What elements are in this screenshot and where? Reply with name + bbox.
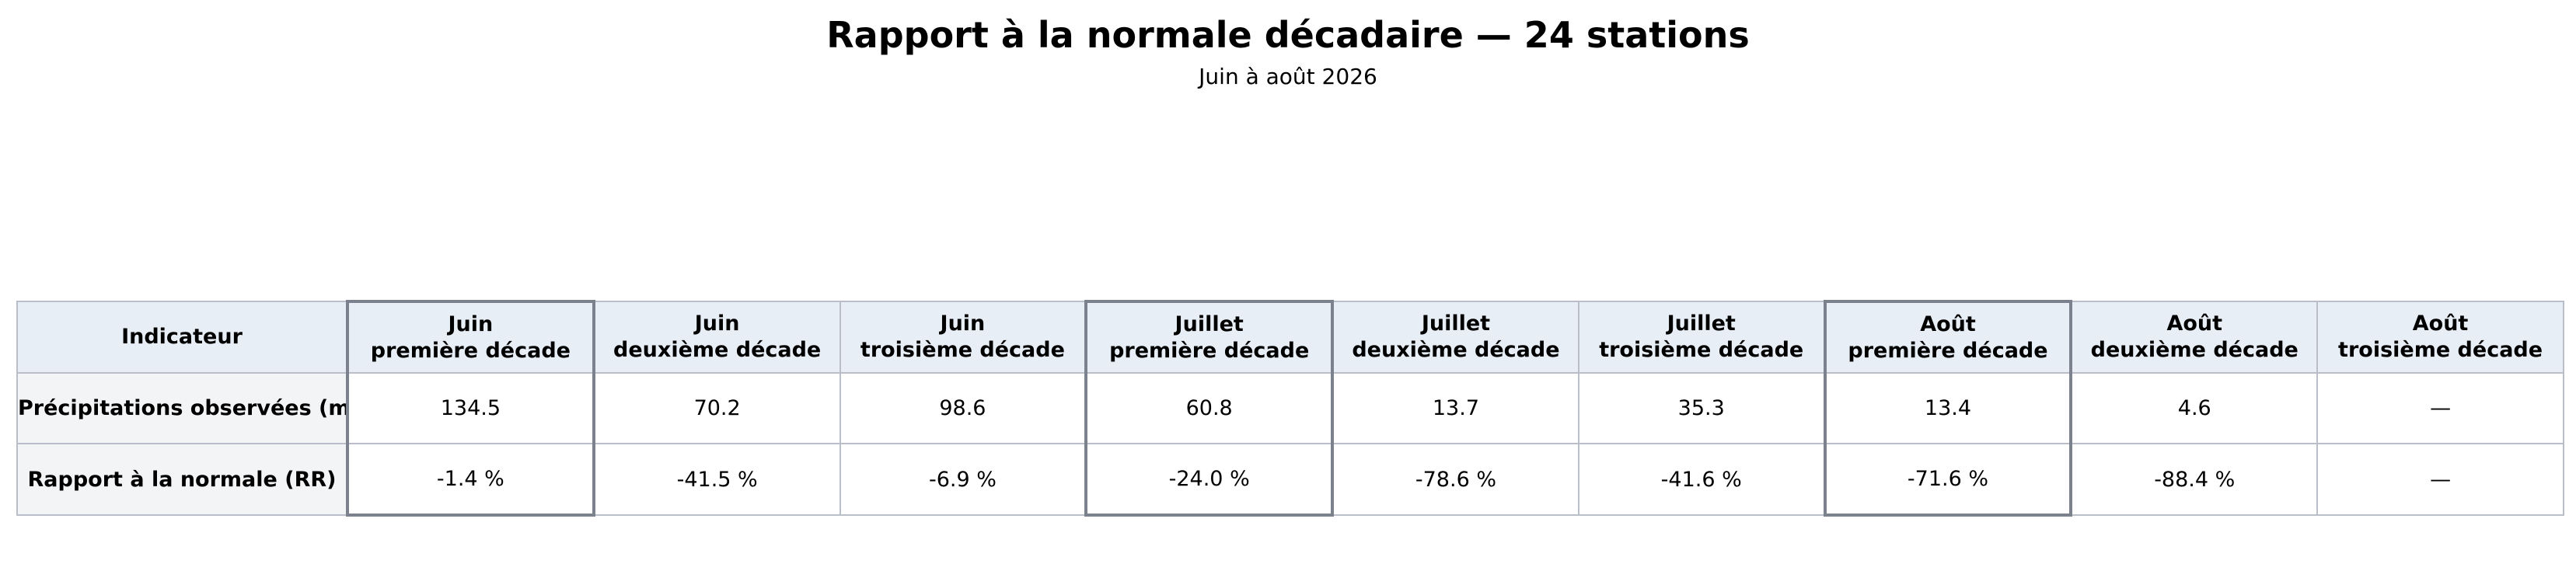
column-header: Juillet troisième décade (1577, 301, 1826, 374)
table-row: Rapport à la normale (RR) -1.4 % -41.5 % -6… (16, 443, 2564, 517)
month: Juin (694, 312, 740, 336)
column-header: Août troisième décade (2316, 301, 2564, 374)
cell: -71.6 % (1823, 443, 2073, 517)
decade: première décade (1109, 338, 1310, 363)
decade: première décade (1848, 338, 2048, 363)
column-header: Août deuxième décade (2070, 301, 2319, 374)
decade: deuxième décade (613, 338, 822, 362)
table-row: Précipitations observées (mm) 134.5 70.2 98… (16, 372, 2564, 444)
subtitle: Juin à août 2026 (1199, 64, 1377, 89)
row-label: Précipitations observées (mm) (16, 372, 348, 444)
cell: -88.4 % (2070, 443, 2319, 516)
cell: -78.6 % (1332, 443, 1579, 516)
decade: deuxième décade (2090, 338, 2299, 362)
cell: -41.6 % (1577, 443, 1826, 516)
cell: -24.0 % (1084, 443, 1335, 517)
cell: 13.7 (1332, 372, 1579, 444)
column-header: Août première décade (1823, 300, 2073, 374)
cell: 4.6 (2070, 372, 2319, 444)
cell: — (2316, 372, 2564, 444)
column-header: Juin deuxième décade (592, 301, 841, 374)
cell: 134.5 (346, 372, 595, 444)
decade: troisième décade (860, 338, 1065, 362)
corner-cell: Indicateur (16, 301, 348, 374)
cell: — (2316, 443, 2564, 516)
cell: 60.8 (1084, 372, 1335, 444)
month: Août (2412, 312, 2469, 336)
cell: 13.4 (1823, 372, 2073, 444)
column-header: Juin première décade (346, 300, 595, 374)
cell: 70.2 (592, 372, 841, 444)
month: Juillet (1667, 312, 1736, 336)
month: Juillet (1421, 312, 1491, 336)
title: Rapport à la normale décadaire — 24 stat… (826, 14, 1750, 56)
cell: -41.5 % (592, 443, 841, 516)
month: Août (2166, 312, 2223, 336)
column-header: Juillet première décade (1084, 300, 1335, 374)
column-header: Juillet deuxième décade (1332, 301, 1579, 374)
month: Juillet (1175, 312, 1244, 336)
decade: troisième décade (2338, 338, 2543, 362)
row-label: Rapport à la normale (RR) (16, 443, 348, 516)
decade: deuxième décade (1352, 338, 1560, 362)
cell: -6.9 % (839, 443, 1087, 516)
decade: troisième décade (1599, 338, 1804, 362)
cell: 35.3 (1577, 372, 1826, 444)
cell: 98.6 (839, 372, 1087, 444)
month: Juin (448, 312, 494, 336)
month: Août (1920, 312, 1976, 336)
column-header: Juin troisième décade (839, 301, 1087, 374)
cell: -1.4 % (346, 443, 595, 517)
data-table: Indicateur Juin première décade Juin deuxièm… (16, 300, 2564, 517)
month: Juin (940, 312, 986, 336)
decade: première décade (370, 338, 571, 363)
header-row: Indicateur Juin première décade Juin deuxièm… (16, 300, 2564, 374)
